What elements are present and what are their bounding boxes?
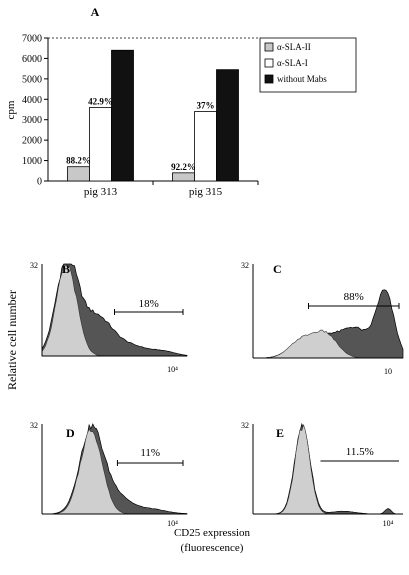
histogram-b: B 32 10⁴ 18% <box>30 261 188 374</box>
x-max-label: 10⁴ <box>167 365 178 374</box>
histogram-e: E 32 10⁴ 11.5% <box>241 421 403 528</box>
y-tick-label: 2000 <box>22 136 42 147</box>
legend-label: without Mabs <box>277 74 327 84</box>
legend-label: α-SLA-I <box>277 58 308 68</box>
y-max-label: 32 <box>241 421 249 430</box>
y-max-label: 32 <box>241 261 249 270</box>
bar-data-label: 42.9% <box>88 96 113 106</box>
legend-label: α-SLA-II <box>277 42 311 52</box>
histogram-stained <box>42 423 188 515</box>
x-max-label: 10⁴ <box>167 519 178 528</box>
y-tick-label: 7000 <box>22 34 42 45</box>
legend-swatch <box>264 58 274 68</box>
legend-swatch <box>264 42 274 52</box>
x-max-label: 10 <box>384 367 392 376</box>
x-axis-categories: pig 313 pig 315 <box>84 186 223 198</box>
bar <box>111 49 134 182</box>
bar-series <box>67 49 239 182</box>
x-max-label: 10⁴ <box>383 519 394 528</box>
legend: α-SLA-II α-SLA-I without Mabs <box>259 37 357 93</box>
gate-percent: 11% <box>140 447 160 459</box>
y-tick-label: 3000 <box>22 115 42 126</box>
bar <box>89 107 112 182</box>
panel-a-label: A <box>91 5 100 19</box>
y-tick-label: 4000 <box>22 95 42 106</box>
category-label: pig 315 <box>189 186 223 198</box>
category-label: pig 313 <box>84 186 118 198</box>
bar <box>216 69 239 182</box>
y-max-label: 32 <box>30 421 38 430</box>
y-tick-label: 6000 <box>22 54 42 65</box>
histogram-c: C 32 10 88% <box>241 261 404 376</box>
histogram-x-axis-title: CD25 expression <box>174 527 251 539</box>
legend-box <box>259 37 357 93</box>
gate-percent: 11.5% <box>346 446 374 458</box>
panel-label: C <box>273 262 282 276</box>
panel-label: E <box>276 426 284 440</box>
panel-a-bar-chart: A cpm 0 1000 2000 3000 4000 5000 6000 7000 88.2… <box>5 5 357 198</box>
y-axis-title: cpm <box>5 100 17 119</box>
legend-swatch <box>264 74 274 84</box>
histogram-x-axis-note: (fluorescence) <box>181 542 244 554</box>
gate-percent: 88% <box>344 291 364 303</box>
bar <box>194 111 217 182</box>
histogram-y-axis-title: Relative cell number <box>5 290 19 390</box>
panel-label: D <box>66 426 75 440</box>
bar <box>67 166 90 182</box>
bar-data-labels: 88.2% 42.9% 92.2% 37% <box>66 96 214 171</box>
bar <box>172 172 195 182</box>
y-tick-label: 5000 <box>22 74 42 85</box>
y-tick-label: 0 <box>37 177 42 188</box>
bar-data-label: 88.2% <box>66 156 91 166</box>
y-max-label: 32 <box>30 261 38 270</box>
y-tick-label: 1000 <box>22 156 42 167</box>
gate-percent: 18% <box>139 298 159 310</box>
bar-data-label: 92.2% <box>171 162 196 172</box>
bar-data-label: 37% <box>197 101 215 111</box>
panel-label: B <box>62 262 70 276</box>
histogram-d: D 32 10⁴ 11% <box>30 421 188 528</box>
